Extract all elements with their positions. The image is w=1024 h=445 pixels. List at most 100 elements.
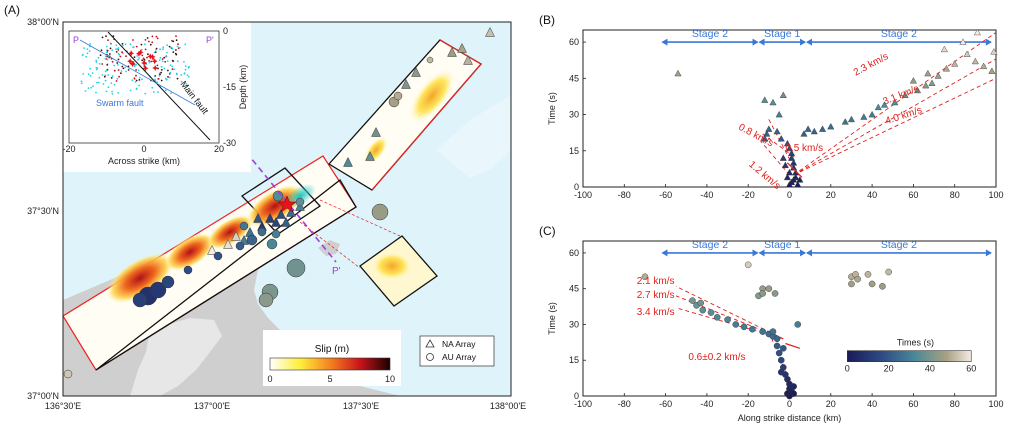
stage-label: Stage 1 (764, 28, 800, 40)
data-point (819, 125, 827, 132)
data-point (713, 314, 721, 321)
seismicity-dot (116, 77, 119, 80)
data-point (942, 65, 950, 72)
seismicity-dot (107, 39, 109, 41)
seismicity-dot (184, 43, 187, 46)
seismicity-dot (180, 80, 183, 83)
seismicity-dot (110, 43, 113, 45)
x-tick-label: -80 (618, 190, 631, 200)
slip-patch (409, 69, 455, 123)
seismicity-dot (185, 83, 188, 85)
x-tick-label: 80 (950, 399, 960, 409)
seismicity-dot (95, 59, 98, 62)
y-tick-label: 15 (569, 146, 579, 156)
inset-x-tick: 0 (141, 144, 146, 154)
seismicity-dot (160, 69, 163, 71)
seismicity-dot (164, 89, 167, 92)
seismicity-dot (179, 46, 181, 49)
inset-corner-right: P' (206, 35, 214, 45)
seismicity-dot (161, 60, 164, 63)
data-point (784, 390, 791, 397)
seismicity-dot (160, 71, 163, 74)
seismicity-dot (156, 64, 159, 67)
inset-cross-section: P P' Main fault Swarm fault -20 0 20 Acr… (62, 22, 251, 172)
au-station-marker (257, 227, 267, 237)
inset-y-tick: 0 (223, 26, 228, 36)
seismicity-dot (95, 61, 98, 63)
seismicity-dot (154, 51, 157, 53)
profile-end-label: P' (332, 266, 341, 277)
time-colorbar-tick: 40 (925, 364, 935, 374)
stage-label: Stage 1 (764, 239, 800, 251)
slip-patch (372, 252, 412, 280)
seismicity-dot (86, 48, 89, 50)
seismicity-dot (115, 80, 118, 82)
seismicity-dot (138, 76, 141, 79)
seismicity-dot (142, 57, 145, 60)
fault-plane-ne-bottom (371, 63, 482, 191)
seismicity-dot (117, 69, 120, 71)
seismicity-dot (117, 92, 120, 94)
data-point (777, 356, 785, 364)
seismicity-dot (144, 92, 147, 95)
seismicity-dot (167, 69, 169, 72)
data-point (794, 180, 802, 188)
na-station-marker (271, 216, 281, 227)
inset-star-icon (149, 53, 156, 60)
lat-tick: 37°30'N (27, 206, 59, 216)
seismicity-dot (127, 69, 130, 71)
data-point (864, 271, 872, 278)
seismicity-dot (134, 81, 137, 83)
seismicity-dot (97, 81, 100, 84)
na-array-triangle-icon (425, 339, 435, 348)
data-point (854, 275, 861, 283)
seismicity-dot (175, 39, 178, 42)
fault-plane-main-outline (95, 179, 357, 371)
stage-arrow-head (985, 249, 992, 257)
time-colorbar-tick: 0 (845, 364, 850, 374)
lon-tick: 138°00'E (490, 401, 526, 411)
swarm-fault-label: Swarm fault (96, 98, 144, 108)
seismicity-dot (105, 45, 108, 48)
seismicity-dot (162, 46, 165, 49)
panel-a-label: (A) (4, 3, 20, 17)
y-tick-label: 45 (569, 73, 579, 83)
seismicity-dot (111, 93, 114, 95)
seismicity-dot (157, 91, 159, 93)
au-station-marker (246, 234, 258, 246)
na-station-marker (231, 230, 241, 241)
seismicity-dot (166, 44, 169, 47)
data-point (775, 349, 783, 357)
seismicity-dot (165, 78, 168, 81)
seismicity-dot (105, 90, 108, 93)
inset-y-tick: -15 (223, 82, 236, 92)
seismicity-dot (169, 64, 172, 66)
seismicity-dot (111, 60, 114, 63)
data-point (980, 62, 988, 69)
na-station-marker (457, 42, 467, 53)
seismicity-dot (80, 82, 83, 85)
data-point (763, 130, 771, 137)
slip-colorbar-tick: 10 (385, 374, 395, 384)
stage-arrow-head (800, 38, 807, 46)
inset-x-tick: -20 (62, 144, 75, 154)
lon-tick: 137°00'E (194, 401, 230, 411)
x-tick-label: -20 (742, 190, 755, 200)
seismicity-dot (169, 71, 172, 74)
seismicity-dot (170, 46, 172, 49)
x-tick-label: -100 (574, 190, 592, 200)
au-station-marker (235, 241, 245, 251)
data-point (699, 306, 707, 314)
seismicity-dot (120, 72, 122, 75)
seismicity-dot (156, 81, 159, 84)
data-point (788, 154, 796, 161)
seismicity-dot (165, 55, 167, 58)
seismicity-dot (111, 75, 114, 77)
land-island (318, 240, 340, 256)
plot-frame (582, 29, 997, 188)
au-station-marker (266, 238, 278, 250)
seismicity-dot (176, 77, 179, 80)
rupture-velocity-line (675, 307, 784, 340)
data-point (781, 161, 789, 169)
seismicity-dot (160, 65, 163, 68)
